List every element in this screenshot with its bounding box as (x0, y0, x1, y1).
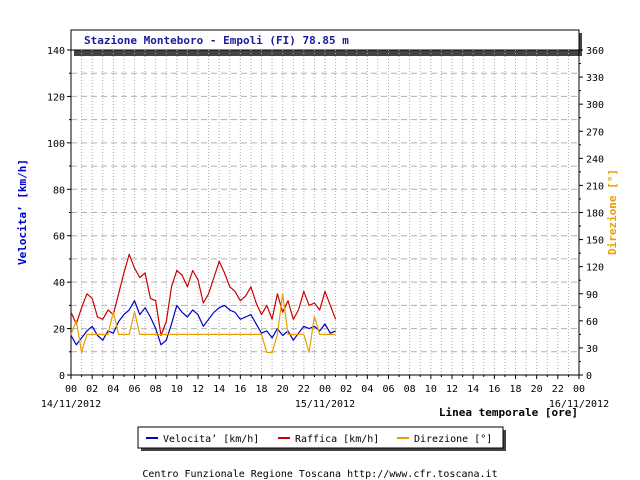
y-tick-label: 20 (53, 325, 65, 336)
x-tick-label: 12 (192, 384, 204, 395)
y-tick-label: 140 (47, 46, 65, 57)
x-tick-label: 00 (319, 384, 331, 395)
grid (71, 50, 579, 375)
x-tick-label: 22 (298, 384, 310, 395)
series-layer (70, 253, 337, 353)
x-tick-label: 18 (255, 384, 267, 395)
y2-tick-label: 30 (586, 344, 598, 355)
y2-axis-label: Direzione [°] (606, 169, 619, 255)
title-box: Stazione Monteboro - Empoli (FI) 78.85 m (70, 29, 582, 56)
y2-tick-label: 0 (586, 371, 592, 382)
x-tick-label: 04 (361, 384, 373, 395)
series-line-direzione (70, 293, 336, 353)
x-tick-label: 22 (552, 384, 564, 395)
y-tick-label: 0 (59, 371, 65, 382)
x-tick-label: 12 (446, 384, 458, 395)
legend-frame (137, 426, 504, 449)
legend-label-raffica: Raffica [km/h] (295, 434, 379, 445)
y2-tick-label: 60 (586, 317, 598, 328)
y2-tick-label: 120 (586, 263, 604, 274)
x-tick-label: 06 (128, 384, 140, 395)
series-line-raffica (70, 253, 337, 337)
chart-title: Stazione Monteboro - Empoli (FI) 78.85 m (84, 34, 349, 47)
y-tick-label: 60 (53, 232, 65, 243)
y2-tick-label: 300 (586, 100, 604, 111)
y-tick-label: 40 (53, 278, 65, 289)
series-line-velocita (70, 300, 336, 346)
x-tick-label: 06 (382, 384, 394, 395)
x-tick-label: 18 (509, 384, 521, 395)
x-tick-label: 16 (488, 384, 500, 395)
y2-tick-label: 90 (586, 290, 598, 301)
date-label: 16/11/2012 (549, 399, 609, 410)
x-tick-label: 16 (234, 384, 246, 395)
x-tick-label: 20 (531, 384, 543, 395)
x-tick-label: 10 (171, 384, 183, 395)
y2-tick-label: 240 (586, 154, 604, 165)
x-tick-label: 10 (425, 384, 437, 395)
x-tick-label: 14 (467, 384, 479, 395)
y2-tick-label: 150 (586, 236, 604, 247)
x-tick-label: 08 (404, 384, 416, 395)
y2-tick-label: 270 (586, 127, 604, 138)
date-label: 15/11/2012 (295, 399, 355, 410)
date-label: 14/11/2012 (41, 399, 101, 410)
y2-tick-label: 330 (586, 73, 604, 84)
legend-label-velocita: Velocita’ [km/h] (163, 434, 259, 445)
x-tick-label: 02 (86, 384, 98, 395)
y-tick-label: 80 (53, 185, 65, 196)
legend-label-direzione: Direzione [°] (414, 434, 492, 445)
legend: Velocita’ [km/h] Raffica [km/h] Direzion… (137, 426, 506, 451)
x-axis-label: Linea temporale [ore] (439, 406, 578, 419)
x-tick-label: 00 (65, 384, 77, 395)
y-tick-label: 100 (47, 139, 65, 150)
x-tick-label: 20 (277, 384, 289, 395)
x-tick-label: 04 (107, 384, 119, 395)
x-tick-label: 14 (213, 384, 225, 395)
y2-tick-label: 360 (586, 46, 604, 57)
footer-credit: Centro Funzionale Regione Toscana http:/… (142, 469, 497, 480)
y2-tick-label: 180 (586, 209, 604, 220)
x-tick-label: 08 (150, 384, 162, 395)
y-tick-label: 120 (47, 92, 65, 103)
y2-tick-label: 210 (586, 181, 604, 192)
x-tick-label: 00 (573, 384, 585, 395)
axes: 0204060801001201400306090120150180210240… (41, 46, 609, 410)
y-axis-label: Velocita’ [km/h] (16, 159, 29, 265)
x-tick-label: 02 (340, 384, 352, 395)
